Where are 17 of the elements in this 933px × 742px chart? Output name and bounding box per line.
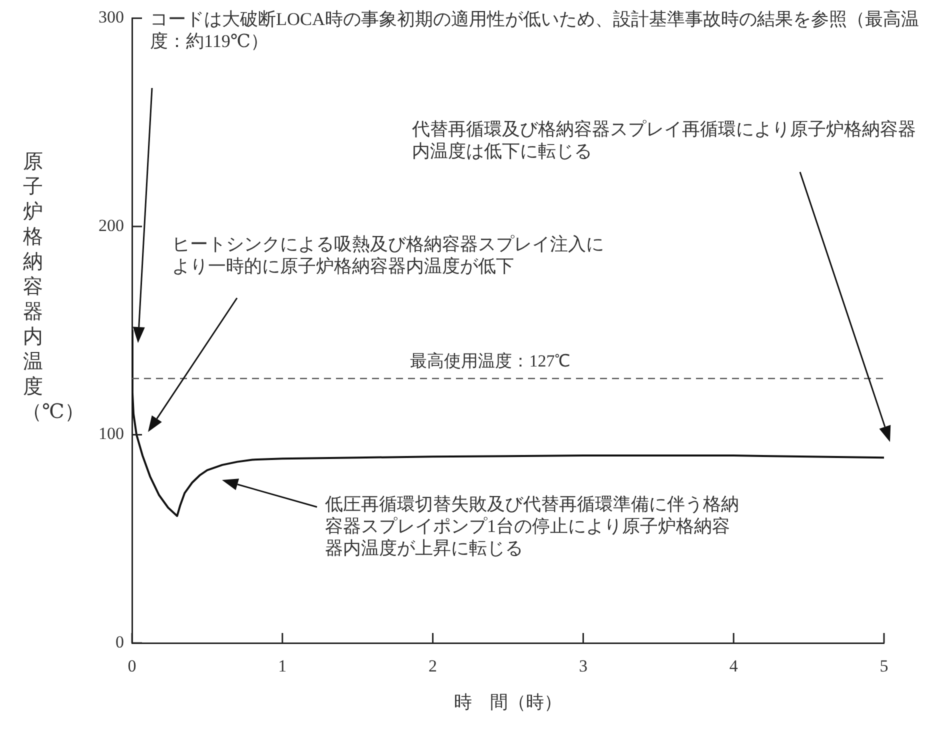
y-tick-label: 200: [98, 216, 124, 235]
ref-line-label: 最高使用温度：127℃: [410, 351, 571, 370]
y-tick-label: 100: [98, 424, 124, 444]
x-tick-label: 0: [128, 656, 136, 676]
annotation: コードは大破断LOCA時の事象初期の適用性が低いため、設計基準事故時の結果を参照（最高温度：約119℃）: [150, 8, 920, 52]
annotation: ヒートシンクによる吸熱及び格納容器スプレイ注入により一時的に原子炉格納容器内温度が低下: [172, 233, 605, 277]
annotation: 低圧再循環切替失敗及び代替再循環準備に伴う格納容器スプレイポンプ1台の停止により原子炉格納容器内温度が上昇に転じる: [325, 493, 740, 559]
x-tick-label: 3: [578, 656, 588, 676]
y-tick-label: 300: [98, 8, 124, 27]
y-tick-label: 0: [116, 632, 124, 652]
x-tick-label: 2: [428, 656, 438, 676]
x-tick-label: 1: [278, 656, 287, 676]
x-tick-label: 4: [729, 656, 738, 676]
x-axis-title: 時 間（時）: [453, 691, 563, 714]
text: 原子炉格納容器内温度（℃）: [22, 151, 84, 423]
annotation: 代替再循環及び格納容器スプレイ再循環により原子炉格納容器内温度は低下に転じる: [412, 118, 917, 162]
x-tick-label: 5: [880, 656, 888, 676]
